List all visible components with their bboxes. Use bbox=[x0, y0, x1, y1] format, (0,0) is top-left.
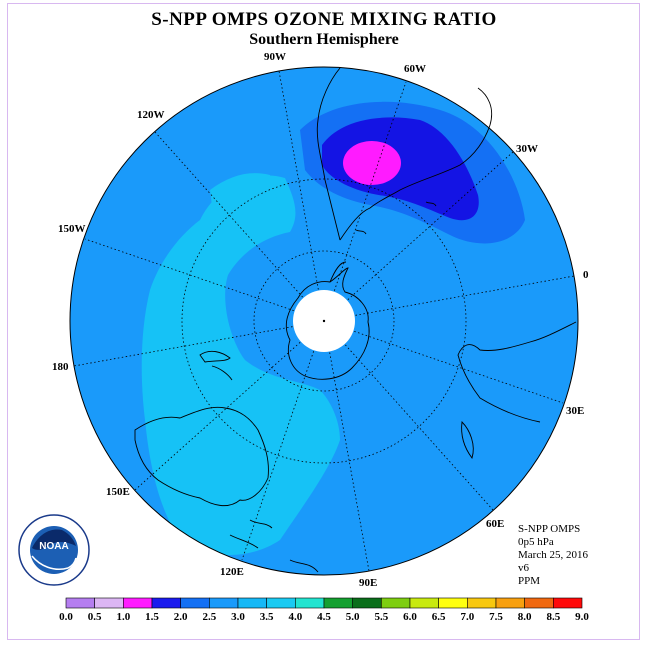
info-level: 0p5 hPa bbox=[518, 536, 554, 548]
new-zealand-coast bbox=[199, 350, 233, 381]
pole-marker bbox=[322, 319, 326, 323]
africa-coast bbox=[457, 321, 577, 423]
colorbar-swatch bbox=[295, 597, 325, 609]
colorbar-tick-label: 4.0 bbox=[288, 611, 302, 623]
australia-coast bbox=[134, 406, 269, 507]
colorbar-swatch bbox=[323, 597, 353, 609]
colorbar-tick-label: 3.5 bbox=[260, 611, 274, 623]
peak-region bbox=[343, 141, 401, 185]
colorbar-swatch bbox=[467, 597, 497, 609]
colorbar-swatch bbox=[123, 597, 153, 609]
longitude-label: 30E bbox=[566, 405, 584, 417]
light-region-north bbox=[210, 173, 280, 230]
colorbar-tick-label: 5.5 bbox=[374, 611, 388, 623]
colorbar-swatch bbox=[151, 597, 181, 609]
longitude-label: 120W bbox=[137, 109, 165, 121]
colorbar-swatch bbox=[352, 597, 382, 609]
coastlines bbox=[134, 67, 577, 573]
longitude-label: 0 bbox=[583, 269, 589, 281]
info-block: S-NPP OMPS 0p5 hPa March 25, 2016 v6 PPM bbox=[518, 523, 588, 588]
longitude-label: 90E bbox=[359, 577, 377, 589]
colorbar-swatch bbox=[266, 597, 296, 609]
colorbar-swatch bbox=[495, 597, 525, 609]
colorbar-tick-label: 4.5 bbox=[317, 611, 331, 623]
colorbar-swatch bbox=[381, 597, 411, 609]
latitude-circles bbox=[181, 178, 467, 464]
map-boundary bbox=[69, 66, 579, 576]
colorbar-swatch bbox=[180, 597, 210, 609]
colorbar-tick-label: 6.5 bbox=[432, 611, 446, 623]
colorbar-tick-label: 0.0 bbox=[59, 611, 73, 623]
madagascar-coast bbox=[461, 421, 474, 459]
longitude-label: 150W bbox=[58, 223, 86, 235]
info-date: March 25, 2016 bbox=[518, 549, 588, 561]
colorbar-swatch bbox=[94, 597, 124, 609]
colorbar-tick-label: 7.5 bbox=[489, 611, 503, 623]
colorbar-swatch bbox=[438, 597, 468, 609]
colorbar-swatch bbox=[65, 597, 95, 609]
colorbar-tick-label: 0.5 bbox=[88, 611, 102, 623]
colorbar-swatch bbox=[209, 597, 239, 609]
colorbar-tick-label: 3.0 bbox=[231, 611, 245, 623]
colorbar-tick-label: 2.5 bbox=[202, 611, 216, 623]
colorbar-tick-label: 8.5 bbox=[546, 611, 560, 623]
colorbar-swatch bbox=[553, 597, 583, 609]
longitude-label: 60E bbox=[486, 518, 504, 530]
logo-wave bbox=[31, 555, 77, 570]
colorbar-tick-label: 6.0 bbox=[403, 611, 417, 623]
logo-text: NOAA bbox=[39, 541, 68, 552]
longitude-label: 90W bbox=[264, 51, 286, 63]
latitude-circle bbox=[181, 178, 467, 464]
south-america-coast bbox=[316, 67, 493, 241]
colorbar-swatch bbox=[237, 597, 267, 609]
longitude-labels: 90W 60W 30W 0 30E 60E 90E 120E 150E 180 … bbox=[52, 51, 589, 589]
longitude-label: 180 bbox=[52, 361, 69, 373]
sub-antarctic-islands bbox=[355, 201, 437, 235]
colorbar-tick-label: 8.0 bbox=[518, 611, 532, 623]
logo-bird bbox=[32, 529, 76, 550]
image-frame bbox=[7, 3, 640, 640]
colorbar-swatch bbox=[524, 597, 554, 609]
info-instrument: S-NPP OMPS bbox=[518, 523, 581, 535]
map-title: S-NPP OMPS OZONE MIXING RATIO bbox=[151, 9, 497, 30]
colorbar-tick-label: 2.0 bbox=[174, 611, 188, 623]
map-subtitle: Southern Hemisphere bbox=[249, 31, 399, 48]
islands-coast bbox=[229, 519, 319, 573]
info-units: PPM bbox=[518, 575, 541, 587]
colorbar-swatch bbox=[409, 597, 439, 609]
longitude-label: 120E bbox=[220, 566, 244, 578]
longitude-label: 60W bbox=[404, 63, 426, 75]
colorbar-tick-label: 9.0 bbox=[575, 611, 589, 623]
colorbar-tick-label: 5.0 bbox=[346, 611, 360, 623]
longitude-label: 150E bbox=[106, 486, 130, 498]
peninsula-coast bbox=[329, 261, 347, 283]
longitude-label: 30W bbox=[516, 143, 538, 155]
colorbar-tick-label: 7.0 bbox=[460, 611, 474, 623]
colorbar-tick-label: 1.5 bbox=[145, 611, 159, 623]
info-version: v6 bbox=[518, 562, 529, 574]
latitude-circle bbox=[253, 250, 395, 392]
antarctica-coast bbox=[285, 267, 370, 380]
colorbar: 0.0 0.5 1.0 1.5 2.0 2.5 3.0 3.5 4.0 4.5 5.0 5.5 6.0 6… bbox=[59, 597, 589, 623]
light-region bbox=[141, 175, 340, 555]
colorbar-tick-label: 1.0 bbox=[116, 611, 130, 623]
noaa-logo: NOAA bbox=[18, 514, 90, 586]
